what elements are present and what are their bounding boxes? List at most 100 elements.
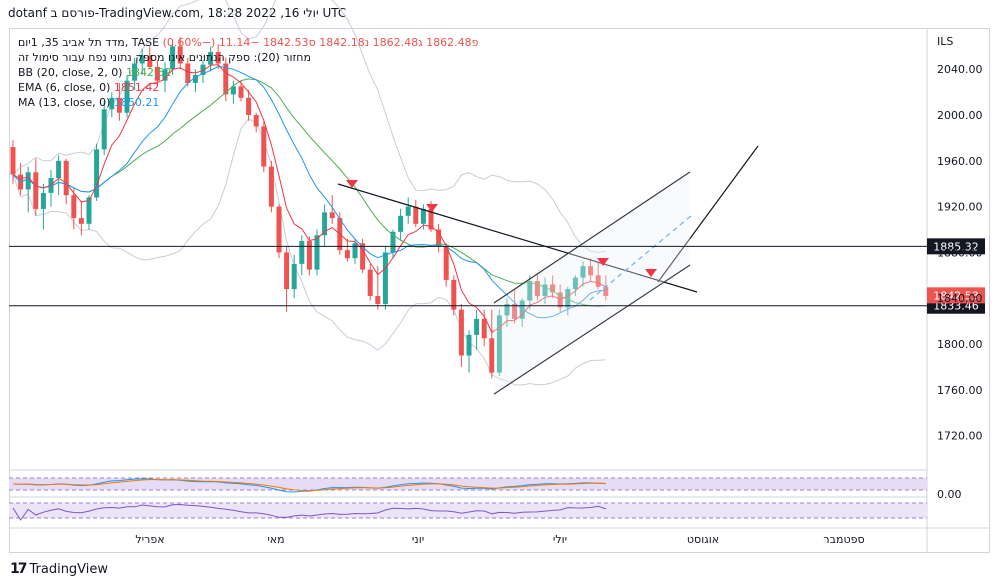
y-tick-label: 2000.00 <box>937 109 983 122</box>
candle-body <box>185 63 191 83</box>
candle-body <box>192 74 198 83</box>
candle-body <box>595 275 601 287</box>
candle-body <box>78 218 84 224</box>
rsi-band <box>9 503 927 518</box>
chart-legend: מדד תל אביב 35, 1יום, TASE פ1862.48 ג186… <box>18 35 479 110</box>
candle-body <box>322 212 328 236</box>
candle-body <box>116 97 122 113</box>
time-axis[interactable]: אפריל מאי יוני יולי אוגוסט ספטמבר <box>135 533 864 546</box>
candle-body <box>557 292 563 308</box>
candle-body <box>489 338 495 373</box>
signal-line <box>12 479 606 492</box>
candle-body <box>458 309 464 356</box>
candle-body <box>63 160 69 196</box>
candle-body <box>276 206 282 253</box>
oscillator-band <box>9 478 927 490</box>
candle-body <box>344 250 350 259</box>
candle-body <box>86 197 92 224</box>
candle-body <box>154 66 160 81</box>
candle-body <box>496 315 502 373</box>
candle-body <box>451 279 457 310</box>
candle-body <box>230 86 236 95</box>
sell-marker <box>346 180 358 188</box>
ema-line: EMA (6, close, 0) 1851.42 <box>18 81 160 94</box>
candle-body <box>223 63 229 95</box>
candle-body <box>436 229 442 247</box>
symbol-line: מדד תל אביב 35, 1יום, TASE פ1862.48 ג186… <box>18 35 479 50</box>
candle-body <box>428 208 434 230</box>
x-tick-label: אפריל <box>135 533 164 546</box>
level-tag <box>927 238 985 255</box>
candle-body <box>40 192 46 209</box>
channel-mid-dashed <box>589 214 693 301</box>
candle-body <box>253 115 259 127</box>
candle-body <box>314 235 320 270</box>
x-tick-label: ספטמבר <box>823 533 864 546</box>
footer[interactable]: 17 TradingView <box>10 561 108 577</box>
candle-body <box>565 289 571 308</box>
candle-body <box>246 97 252 116</box>
support-trendline <box>493 264 691 395</box>
candle-body <box>542 284 548 296</box>
price-axis[interactable]: 2040.00 2000.00 1960.00 1920.00 1880.00 1840.… <box>937 63 983 442</box>
candle-body <box>33 172 39 209</box>
candle-body <box>94 149 100 198</box>
candle-body <box>534 281 540 296</box>
candle-body <box>177 46 183 64</box>
candle-body <box>162 69 168 81</box>
x-tick-label: יוני <box>412 533 424 546</box>
candles <box>10 37 609 379</box>
candle-body <box>474 318 480 335</box>
candle-body <box>170 46 176 70</box>
ma-line <box>12 65 606 319</box>
candle-body <box>420 208 426 224</box>
bb-line: BB (20, close, 2, 0) 1842.52 <box>18 66 172 79</box>
candle-body <box>306 240 312 270</box>
breakout-projection-line <box>657 145 759 283</box>
candle-body <box>238 86 244 98</box>
candle-body <box>398 215 404 232</box>
chart-frame <box>9 28 990 553</box>
x-tick-label: אוגוסט <box>687 533 719 546</box>
candle-body <box>550 284 556 293</box>
x-tick-label: יולי <box>553 533 567 546</box>
y-tick-label: 1720.00 <box>937 430 983 443</box>
publish-header: dotanf פורסם ב-TradingView.com, 18:28 20… <box>8 6 347 20</box>
sell-marker <box>597 258 609 266</box>
candle-body <box>291 263 297 290</box>
candle-body <box>284 252 290 290</box>
channel-lower-line <box>493 171 691 304</box>
candle-body <box>261 126 267 167</box>
candle-body <box>375 295 381 304</box>
level-tag-label: 1885.32 <box>933 240 979 253</box>
candle-body <box>527 281 533 301</box>
candle-body <box>56 160 62 179</box>
candle-body <box>603 286 609 296</box>
candle-body <box>139 55 145 64</box>
y-tick-label: 2040.00 <box>937 63 983 76</box>
candle-body <box>200 64 206 75</box>
sell-marker <box>426 204 438 212</box>
signal-markers <box>346 180 657 277</box>
downtrend-line <box>337 183 698 293</box>
candle-body <box>10 147 16 175</box>
candle-body <box>147 55 153 67</box>
volume-line: מחזור (20): ספק הנתונים אינו מספק נתוני … <box>18 51 311 64</box>
candle-body <box>132 63 138 81</box>
candle-body <box>124 80 130 113</box>
currency-label: ILS <box>937 35 953 48</box>
bb-lower-line <box>12 118 606 386</box>
candle-body <box>268 166 274 207</box>
candle-body <box>367 269 373 296</box>
candle-body <box>413 206 419 224</box>
sub-pane-tick: 0.00 <box>937 488 962 501</box>
rsi-line <box>12 503 606 521</box>
candle-body <box>360 243 366 270</box>
ohlc-values: פ1862.48 ג1862.48 נ1842.18 ס1842.53 −11.… <box>162 36 479 49</box>
candle-body <box>580 266 586 278</box>
drawings[interactable] <box>337 145 759 395</box>
candle-body <box>382 252 388 304</box>
y-tick-label: 1760.00 <box>937 384 983 397</box>
